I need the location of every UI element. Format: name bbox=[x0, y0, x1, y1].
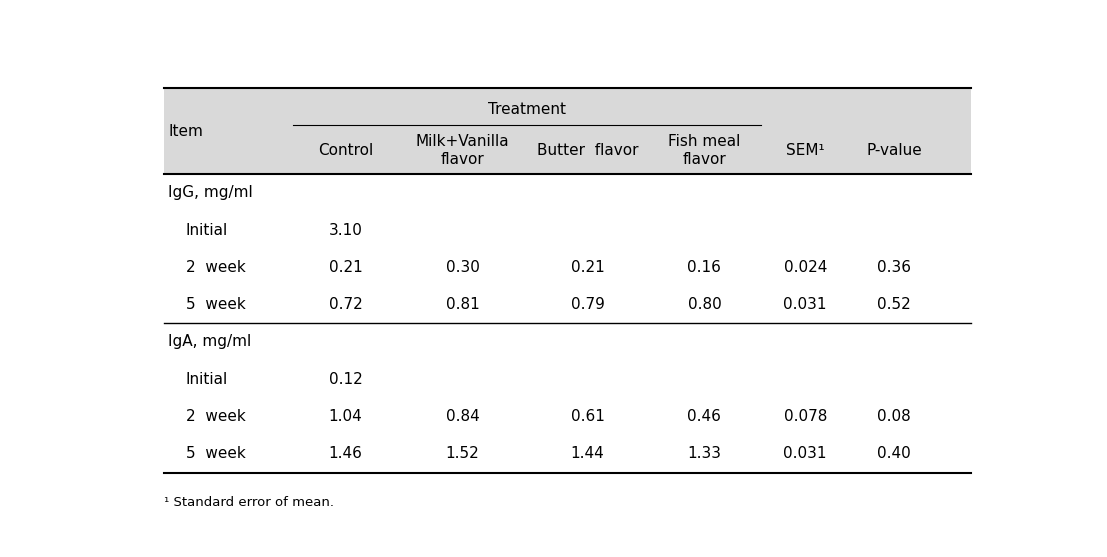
Text: 0.46: 0.46 bbox=[687, 409, 722, 424]
Text: 0.40: 0.40 bbox=[877, 446, 911, 461]
Text: 0.21: 0.21 bbox=[570, 260, 604, 275]
Text: 1.04: 1.04 bbox=[329, 409, 362, 424]
Text: 0.078: 0.078 bbox=[784, 409, 827, 424]
Text: IgG, mg/ml: IgG, mg/ml bbox=[168, 185, 254, 200]
Text: 0.031: 0.031 bbox=[784, 446, 827, 461]
Text: 0.12: 0.12 bbox=[329, 372, 362, 387]
Text: Butter  flavor: Butter flavor bbox=[537, 143, 639, 158]
Text: SEM¹: SEM¹ bbox=[786, 143, 825, 158]
Text: Control: Control bbox=[318, 143, 373, 158]
Text: Treatment: Treatment bbox=[488, 102, 566, 117]
Text: 0.81: 0.81 bbox=[446, 297, 479, 312]
Text: 1.46: 1.46 bbox=[329, 446, 362, 461]
Text: 0.52: 0.52 bbox=[877, 297, 911, 312]
Text: 2  week: 2 week bbox=[186, 409, 246, 424]
Text: 3.10: 3.10 bbox=[329, 223, 362, 237]
Text: 1.33: 1.33 bbox=[687, 446, 722, 461]
Text: 0.84: 0.84 bbox=[446, 409, 479, 424]
Text: Fish meal
flavor: Fish meal flavor bbox=[669, 134, 741, 167]
Text: Item: Item bbox=[168, 124, 204, 139]
Text: Milk+Vanilla
flavor: Milk+Vanilla flavor bbox=[416, 134, 509, 167]
Text: 1.52: 1.52 bbox=[446, 446, 479, 461]
Text: 0.21: 0.21 bbox=[329, 260, 362, 275]
Text: 0.61: 0.61 bbox=[570, 409, 604, 424]
Text: 0.36: 0.36 bbox=[877, 260, 911, 275]
Text: 2  week: 2 week bbox=[186, 260, 246, 275]
Text: 0.16: 0.16 bbox=[687, 260, 722, 275]
Text: 0.80: 0.80 bbox=[687, 297, 722, 312]
Text: 0.30: 0.30 bbox=[445, 260, 479, 275]
Text: ¹ Standard error of mean.: ¹ Standard error of mean. bbox=[164, 496, 334, 509]
Text: 5  week: 5 week bbox=[186, 297, 246, 312]
Text: 0.024: 0.024 bbox=[784, 260, 827, 275]
Bar bbox=[164, 88, 971, 174]
Text: P-value: P-value bbox=[866, 143, 922, 158]
Text: 0.79: 0.79 bbox=[570, 297, 604, 312]
Text: 0.031: 0.031 bbox=[784, 297, 827, 312]
Text: 1.44: 1.44 bbox=[570, 446, 604, 461]
Text: Initial: Initial bbox=[186, 372, 228, 387]
Text: 0.72: 0.72 bbox=[329, 297, 362, 312]
Text: 5  week: 5 week bbox=[186, 446, 246, 461]
Text: 0.08: 0.08 bbox=[877, 409, 911, 424]
Text: Initial: Initial bbox=[186, 223, 228, 237]
Text: IgA, mg/ml: IgA, mg/ml bbox=[168, 334, 251, 349]
